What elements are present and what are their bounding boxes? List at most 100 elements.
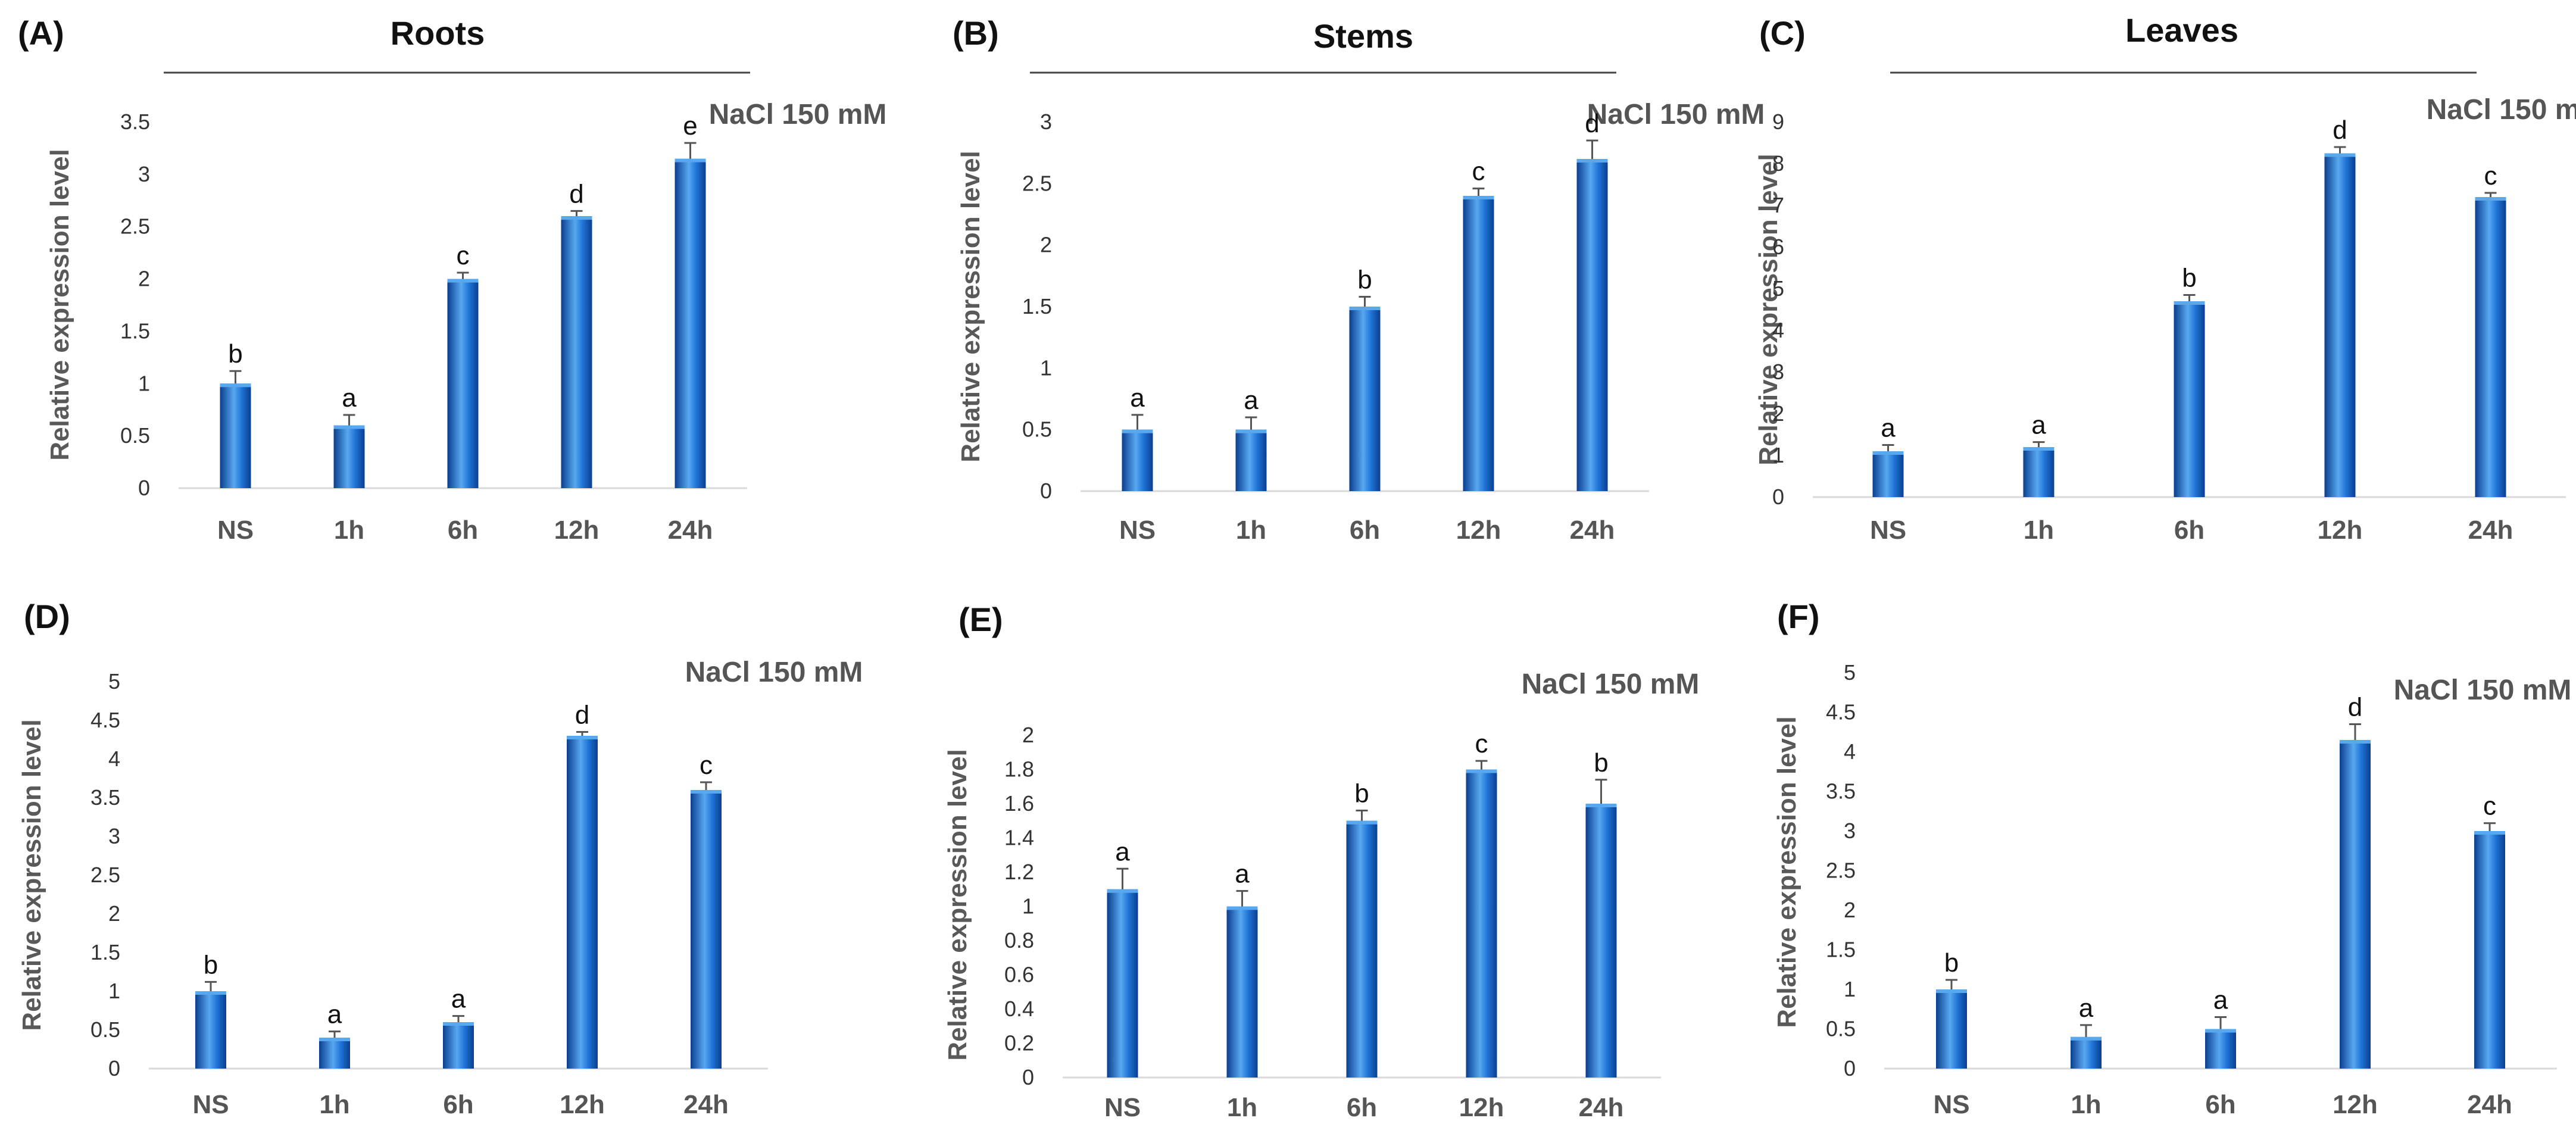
chart-panel-d: (D) NaCl 150 mM Relative expression level 0…: [17, 598, 863, 1119]
y-tick-label: 7: [1772, 193, 1784, 217]
y-tick-label: 0.2: [1004, 1031, 1034, 1055]
bar: [1346, 820, 1378, 1078]
chart-panel-c: (C) Leaves NaCl 150 mM Relative expression …: [1754, 11, 2576, 545]
y-tick-label: 1: [1844, 977, 1856, 1001]
y-tick-label: 1.8: [1004, 757, 1034, 782]
x-tick-label: NS: [1870, 516, 1906, 545]
y-tick-label: 0: [138, 476, 150, 500]
panel-label: (E): [958, 601, 1003, 638]
bar: [1349, 307, 1381, 491]
x-tick-label: 1h: [334, 516, 364, 545]
y-tick-label: 4.5: [90, 708, 120, 732]
y-tick-label: 1.5: [1022, 294, 1052, 318]
bar: [1122, 429, 1153, 491]
bar: [1235, 429, 1267, 491]
x-tick-label: 12h: [560, 1090, 605, 1119]
significance-letter: b: [1594, 748, 1608, 777]
significance-letter: c: [1472, 157, 1485, 186]
bar-top-highlight: [443, 1022, 474, 1026]
bar: [195, 991, 226, 1069]
y-tick-label: 3.5: [1826, 779, 1856, 804]
bar: [1107, 889, 1138, 1078]
y-tick-label: 2: [1772, 401, 1784, 426]
y-axis-label: Relative expression level: [1772, 716, 1801, 1028]
bar: [691, 790, 722, 1069]
y-tick-label: 1: [1022, 894, 1034, 919]
significance-letter: a: [2213, 986, 2228, 1015]
y-tick-label: 0.5: [90, 1017, 120, 1042]
significance-letter: b: [1354, 779, 1369, 808]
significance-letter: b: [2182, 264, 2196, 293]
bar-top-highlight: [2324, 153, 2356, 157]
y-axis-label: Relative expression level: [943, 749, 972, 1060]
x-tick-label: 24h: [1570, 516, 1615, 545]
significance-letter: b: [204, 950, 218, 979]
bar-top-highlight: [2174, 301, 2205, 305]
treatment-label: NaCl 150 mM: [1587, 99, 1765, 130]
bar: [447, 279, 479, 488]
y-tick-label: 2.5: [120, 214, 150, 239]
x-tick-label: 24h: [2468, 516, 2513, 545]
y-tick-label: 2: [108, 901, 120, 926]
y-tick-label: 4: [1772, 318, 1784, 342]
y-tick-label: 3: [1772, 360, 1784, 384]
y-tick-label: 4: [108, 747, 120, 771]
x-tick-label: NS: [1119, 516, 1156, 545]
y-tick-label: 1.4: [1004, 826, 1034, 850]
bar: [1466, 769, 1497, 1078]
x-tick-label: 12h: [2318, 516, 2363, 545]
treatment-label: NaCl 150 mM: [2427, 94, 2576, 126]
bar-top-highlight: [2474, 831, 2505, 835]
bar-top-highlight: [675, 158, 706, 163]
bar-top-highlight: [1576, 159, 1608, 163]
x-tick-label: 24h: [2467, 1090, 2512, 1119]
y-tick-label: 0.5: [1022, 417, 1052, 442]
bar-top-highlight: [2071, 1036, 2102, 1041]
significance-letter: d: [2333, 115, 2347, 145]
x-tick-label: 24h: [683, 1090, 729, 1119]
bar: [2205, 1029, 2236, 1069]
bar: [2474, 831, 2505, 1069]
significance-letter: a: [1881, 414, 1896, 443]
x-tick-label: 12h: [2333, 1090, 2378, 1119]
panel-label: (D): [24, 598, 70, 635]
x-tick-label: 6h: [2174, 516, 2205, 545]
significance-letter: d: [2348, 692, 2362, 722]
y-tick-label: 2: [1040, 233, 1052, 257]
y-tick-label: 3.5: [120, 110, 150, 134]
treatment-label: NaCl 150 mM: [1522, 669, 1700, 700]
bar-top-highlight: [1585, 804, 1617, 807]
significance-letter: c: [700, 751, 713, 780]
bar-top-highlight: [2340, 740, 2371, 744]
y-tick-label: 2.5: [1826, 858, 1856, 883]
bar: [2475, 197, 2506, 497]
y-tick-label: 1: [108, 979, 120, 1003]
significance-letter: b: [1357, 265, 1372, 294]
bar-top-highlight: [1346, 820, 1378, 825]
bar: [2023, 447, 2054, 497]
significance-letter: c: [1475, 729, 1488, 758]
significance-letter: e: [683, 111, 697, 140]
x-tick-label: 1h: [2071, 1090, 2101, 1119]
x-tick-label: 24h: [668, 516, 713, 545]
y-tick-label: 1: [1040, 355, 1052, 380]
bar: [1872, 451, 1904, 497]
x-tick-label: 12h: [1459, 1093, 1504, 1122]
y-tick-label: 0: [1040, 479, 1052, 503]
panel-label: (C): [1759, 14, 1806, 52]
x-tick-label: 6h: [443, 1090, 473, 1119]
bar: [1463, 196, 1494, 491]
y-tick-label: 0.5: [120, 423, 150, 448]
group-title: Stems: [1313, 17, 1413, 55]
bar: [1585, 804, 1617, 1078]
y-tick-label: 3.5: [90, 785, 120, 810]
y-tick-label: 1.5: [1826, 938, 1856, 962]
bar: [1576, 159, 1608, 491]
group-title: Leaves: [2125, 11, 2238, 49]
y-tick-label: 0.8: [1004, 928, 1034, 952]
significance-letter: a: [342, 383, 357, 413]
bar-top-highlight: [1226, 906, 1258, 910]
bar-top-highlight: [319, 1038, 350, 1041]
x-tick-label: NS: [1104, 1093, 1141, 1122]
